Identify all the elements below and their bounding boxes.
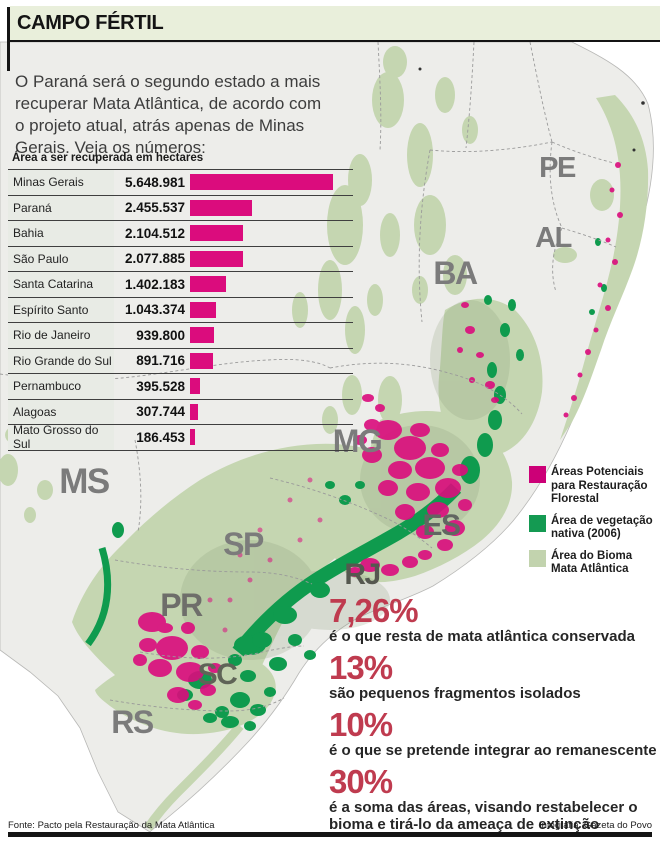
state-value: 891.716	[136, 353, 185, 369]
stat-value: 30%	[329, 763, 393, 800]
bar	[190, 301, 217, 318]
state-name: Santa Catarina	[8, 272, 114, 297]
stats-block: 7,26% é o que resta de mata atlântica co…	[329, 592, 659, 834]
stat-caption: é a soma das áreas, visando restabelecer…	[329, 799, 638, 833]
state-label-pr: PR	[160, 587, 203, 623]
state-name: Rio Grande do Sul	[8, 348, 114, 373]
stat-value: 13%	[329, 649, 393, 686]
state-name: Espírito Santo	[8, 297, 114, 322]
bar	[190, 378, 200, 394]
page-title: CAMPO FÉRTIL	[17, 11, 164, 34]
table-row: Minas Gerais 5.648.981	[8, 169, 353, 195]
bar-chart: Área a ser recuperada em hectares Minas …	[8, 152, 353, 451]
table-row: Pernambuco 395.528	[8, 373, 353, 399]
state-label-al: AL	[535, 222, 571, 254]
table-row: Alagoas 307.744	[8, 398, 353, 424]
legend-item: Área de vegetação nativa (2006)	[529, 514, 657, 542]
restoration-areas	[133, 162, 623, 710]
bar	[190, 276, 226, 292]
bar	[190, 403, 198, 420]
table-row: Mato Grosso do Sul 186.453	[8, 423, 353, 451]
table-row: Espírito Santo 1.043.374	[8, 296, 353, 322]
intro-paragraph: O Paraná será o segundo estado a mais re…	[15, 72, 322, 157]
state-name: Mato Grosso do Sul	[8, 423, 114, 451]
legend-label: Áreas Potenciais para Restauração Flores…	[551, 466, 648, 505]
legend-label: Área do Bioma Mata Atlântica	[551, 549, 633, 576]
stat-value: 10%	[329, 706, 393, 743]
footer-credit: Infografia: Gazeta do Povo	[538, 820, 652, 831]
state-name: Alagoas	[8, 399, 114, 424]
native-vegetation-swatch-icon	[529, 514, 546, 532]
map-legend: Áreas Potenciais para Restauração Flores…	[529, 466, 657, 585]
state-name: Minas Gerais	[8, 170, 114, 195]
legend-label: Área de vegetação nativa (2006)	[551, 514, 653, 541]
stat-caption: é o que resta de mata atlântica conserva…	[329, 628, 635, 645]
city-dots	[418, 67, 645, 152]
state-label-sp: SP	[223, 526, 264, 562]
state-value: 186.453	[136, 429, 185, 445]
table-row: Paraná 2.455.537	[8, 194, 353, 220]
state-value: 2.104.512	[124, 225, 185, 241]
bar	[190, 250, 243, 267]
state-label-pe: PE	[539, 152, 576, 184]
stat-caption: são pequenos fragmentos isolados	[329, 685, 581, 702]
state-labels: PE AL BA MG MS SP ES RJ PR SC RS	[59, 152, 577, 740]
bar	[190, 429, 195, 445]
legend-item: Áreas Potenciais para Restauração Flores…	[529, 466, 657, 507]
restoration-swatch-icon	[529, 466, 546, 483]
table-row: São Paulo 2.077.885	[8, 245, 353, 271]
table-row: Santa Catarina 1.402.183	[8, 271, 353, 297]
state-name: Pernambuco	[8, 374, 114, 399]
bar	[190, 327, 214, 343]
state-value: 1.043.374	[124, 302, 185, 318]
state-value: 2.077.885	[124, 251, 185, 267]
table-row: Rio de Janeiro 939.800	[8, 322, 353, 348]
state-value: 2.455.537	[124, 200, 185, 216]
header-rule	[10, 40, 660, 42]
bar	[190, 225, 244, 241]
state-name: Bahia	[8, 221, 114, 246]
footer-rule	[8, 832, 652, 837]
state-label-es: ES	[422, 509, 460, 542]
table-row: Rio Grande do Sul 891.716	[8, 347, 353, 373]
state-name: Rio de Janeiro	[8, 323, 114, 348]
chart-table: Minas Gerais 5.648.981 Paraná 2.455.537 …	[8, 169, 353, 451]
header-band: CAMPO FÉRTIL	[10, 6, 660, 40]
stat-caption: é o que se pretende integrar ao remanesc…	[329, 742, 657, 759]
state-label-rj: RJ	[344, 558, 379, 591]
state-name: São Paulo	[8, 246, 114, 271]
footer-source: Fonte: Pacto pela Restauração da Mata At…	[8, 820, 215, 831]
state-label-ba: BA	[433, 255, 478, 291]
biome-swatch-icon	[529, 549, 546, 567]
bar	[190, 199, 253, 216]
legend-item: Área do Bioma Mata Atlântica	[529, 549, 657, 577]
bar	[190, 352, 213, 369]
state-value: 5.648.981	[124, 174, 185, 190]
state-value: 1.402.183	[124, 276, 185, 292]
state-label-mg: MG	[333, 423, 382, 459]
table-row: Bahia 2.104.512	[8, 220, 353, 246]
state-value: 939.800	[136, 327, 185, 343]
state-value: 395.528	[136, 378, 185, 394]
bar	[190, 174, 333, 190]
state-label-rs: RS	[111, 704, 154, 740]
state-label-sc: SC	[198, 658, 238, 691]
native-vegetation-areas	[85, 238, 607, 731]
stat-value: 7,26%	[329, 592, 419, 629]
chart-title: Área a ser recuperada em hectares	[12, 152, 204, 164]
state-value: 307.744	[136, 404, 185, 420]
header-vertical-rule	[7, 7, 10, 71]
state-label-ms: MS	[59, 462, 109, 501]
state-name: Paraná	[8, 195, 114, 220]
